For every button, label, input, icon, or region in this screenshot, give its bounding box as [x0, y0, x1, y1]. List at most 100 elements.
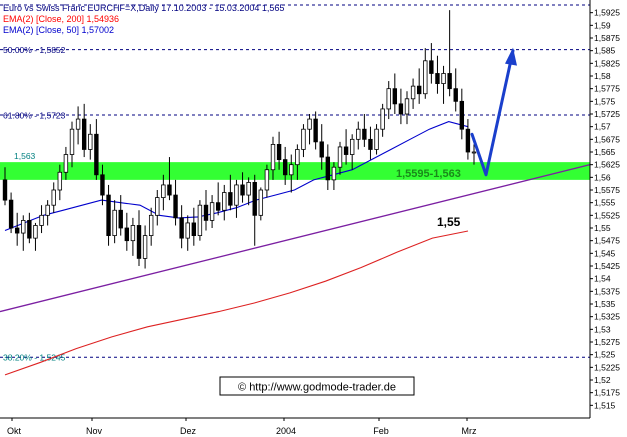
- candle-body: [142, 235, 148, 259]
- candle-body: [276, 143, 282, 160]
- trendline: [0, 164, 591, 313]
- chart-title: Euro vs Swiss Franc EURCHF=X,Daily 17.10…: [3, 3, 284, 13]
- y-tick-label: 1,57: [594, 122, 611, 132]
- candle-body: [386, 88, 391, 110]
- candle-body: [252, 181, 257, 216]
- candle-body: [124, 227, 130, 242]
- candle-body: [471, 151, 477, 154]
- candle-body: [307, 118, 312, 130]
- candle-body: [69, 128, 75, 155]
- fib-label: 61.80% - 1,5723: [3, 111, 66, 121]
- candle-body: [130, 225, 136, 242]
- candle-body: [136, 225, 142, 259]
- y-tick-label: 1,58: [594, 71, 611, 81]
- candle-body: [63, 154, 69, 173]
- y-tick-label: 1,5225: [594, 362, 620, 372]
- candle-body: [197, 204, 203, 236]
- candle-body: [173, 194, 178, 219]
- watermark-frame: [219, 376, 415, 396]
- candle-body: [234, 184, 239, 206]
- candle-body: [57, 171, 63, 191]
- y-tick-label: 1,5525: [594, 210, 620, 220]
- y-tick-label: 1,555: [594, 198, 616, 208]
- support-zone-right-label: 1,5595-1,563: [396, 168, 461, 180]
- y-tick-label: 1,5725: [594, 109, 620, 119]
- legend-ema200: EMA(2) [Close, 200] 1,54936: [3, 14, 119, 24]
- y-tick-label: 1,545: [594, 248, 616, 258]
- candle-body: [14, 227, 20, 234]
- annotation-label: 1,55: [437, 215, 461, 229]
- candle-body: [228, 192, 233, 206]
- y-tick-label: 1,5675: [594, 134, 620, 144]
- candle-body: [167, 184, 172, 196]
- candle-body: [282, 159, 288, 176]
- support-zone-left-label: 1,563: [14, 151, 36, 161]
- candle-body: [106, 194, 111, 236]
- candle-body: [51, 189, 56, 206]
- candle-body: [258, 189, 264, 216]
- y-tick-label: 1,5575: [594, 185, 620, 195]
- candle-body: [441, 73, 446, 85]
- candle-body: [392, 88, 398, 105]
- fib-label: 38.20% - 1,5245: [3, 353, 66, 363]
- overlay: 1,5595-1,563 1,55: [396, 47, 517, 229]
- candle-body: [148, 214, 154, 236]
- y-tick-label: 1,5325: [594, 312, 620, 322]
- candle-body: [410, 85, 416, 100]
- candle-body: [416, 85, 422, 95]
- support-zone-band: [0, 162, 590, 180]
- candle-body: [380, 108, 385, 130]
- x-tick-label: Mrz: [462, 426, 477, 436]
- candle-body: [45, 204, 50, 216]
- watermark-box: © http://www.godmode-trader.de: [219, 376, 415, 396]
- candle-body: [81, 118, 87, 150]
- y-tick-label: 1,5375: [594, 286, 620, 296]
- candle-body: [289, 164, 294, 176]
- candle-body: [100, 174, 105, 196]
- candle-body: [27, 219, 32, 239]
- y-tick-label: 1,565: [594, 147, 616, 157]
- fib-label: 50.00% - 1,5852: [3, 45, 66, 55]
- y-tick-label: 1,5925: [594, 8, 620, 18]
- candle-body: [435, 73, 440, 85]
- y-tick-label: 1,53: [594, 324, 611, 334]
- y-tick-label: 1,5775: [594, 84, 620, 94]
- candle-body: [94, 133, 99, 176]
- y-tick-label: 1,52: [594, 375, 611, 385]
- candle-body: [222, 192, 227, 211]
- y-tick-label: 1,5175: [594, 388, 620, 398]
- ema200-line: [4, 230, 469, 376]
- candle-body: [246, 181, 251, 196]
- y-tick-label: 1,575: [594, 96, 616, 106]
- candle-body: [404, 98, 410, 115]
- y-tick-label: 1,56: [594, 172, 611, 182]
- x-tick-label: Feb: [373, 426, 389, 436]
- candles: [2, 10, 477, 269]
- candle-body: [88, 133, 93, 150]
- candle-body: [240, 184, 245, 196]
- y-tick-label: 1,5625: [594, 160, 620, 170]
- candle-body: [209, 202, 215, 221]
- candle-body: [362, 128, 367, 140]
- candle-body: [368, 138, 373, 150]
- candle-body: [203, 204, 209, 221]
- candle-body: [179, 217, 184, 239]
- candle-body: [75, 118, 81, 130]
- candle-body: [112, 209, 117, 236]
- support-zone: 1,563: [0, 151, 590, 180]
- legend-ema50: EMA(2) [Close, 50] 1,57002: [3, 25, 114, 35]
- candle-body: [313, 118, 318, 143]
- y-tick-label: 1,5275: [594, 337, 620, 347]
- x-tick-label: Okt: [7, 426, 22, 436]
- candle-body: [2, 179, 8, 201]
- candle-body: [453, 88, 458, 102]
- candle-body: [155, 197, 160, 216]
- candle-body: [429, 60, 434, 74]
- x-tick-label: Nov: [86, 426, 103, 436]
- candle-body: [118, 209, 123, 229]
- candle-body: [447, 73, 452, 90]
- y-tick-label: 1,525: [594, 350, 616, 360]
- candle-body: [215, 202, 221, 211]
